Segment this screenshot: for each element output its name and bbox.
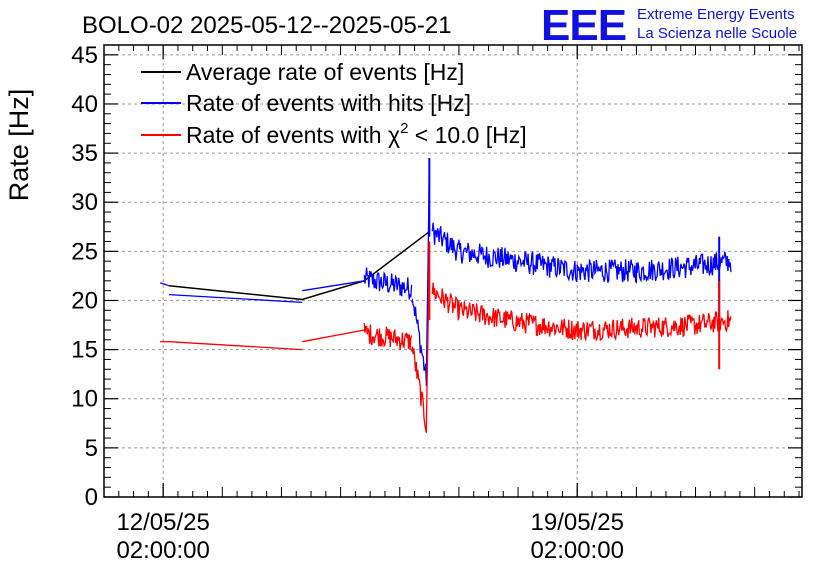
series-hits-segment [363, 267, 413, 300]
x-tick-date: 19/05/25 [531, 509, 624, 536]
x-tick-time: 02:00:00 [116, 537, 209, 564]
y-tick-label: 35 [71, 140, 98, 167]
y-tick-label: 5 [85, 435, 98, 462]
y-tick-label: 10 [71, 386, 98, 413]
logo-line-2: La Scienza nelle Scuole [637, 25, 797, 42]
y-tick-label: 15 [71, 337, 98, 364]
logo: EEE Extreme Energy Events La Scienza nel… [541, 1, 797, 50]
series-hits-segment [302, 280, 365, 292]
series-average-line [169, 231, 430, 301]
series-chi2-segment [302, 329, 365, 343]
y-axis-label: Rate [Hz] [4, 89, 34, 202]
series-hits-segment [410, 167, 430, 387]
chart-title: BOLO-02 2025-05-12--2025-05-21 [82, 12, 452, 39]
legend-label-average: Average rate of events [Hz] [186, 59, 464, 85]
y-tick-label: 30 [71, 189, 98, 216]
y-tick-label: 20 [71, 287, 98, 314]
series-hits-segment [169, 293, 303, 304]
legend-chi2-suffix: < 10.0 [Hz] [408, 122, 526, 148]
series-chi2-segment [410, 251, 430, 433]
series-hits-segment [160, 282, 170, 287]
y-tick-label: 40 [71, 91, 98, 118]
legend-chi2-prefix: Rate of events with χ [186, 122, 400, 148]
axes: 05101520253035404512/05/2502:00:0019/05/… [71, 42, 802, 564]
y-tick-label: 0 [85, 484, 98, 511]
logo-mark: EEE [541, 1, 626, 50]
legend-chi2-sup: 2 [400, 120, 408, 137]
y-tick-label: 25 [71, 238, 98, 265]
legend: Average rate of events [Hz] Rate of even… [141, 59, 527, 148]
series-chi2-segment [169, 341, 303, 351]
series-layer [160, 158, 732, 433]
legend-label-hits: Rate of events with hits [Hz] [186, 90, 471, 116]
logo-line-1: Extreme Energy Events [637, 6, 795, 23]
x-tick-date: 12/05/25 [116, 509, 209, 536]
series-chi2-segment [431, 282, 732, 342]
series-chi2-segment [363, 322, 413, 351]
series-hits-segment [431, 222, 732, 284]
x-tick-time: 02:00:00 [531, 537, 624, 564]
legend-label-chi2: Rate of events with χ2 < 10.0 [Hz] [186, 120, 527, 148]
y-tick-label: 45 [71, 42, 98, 69]
